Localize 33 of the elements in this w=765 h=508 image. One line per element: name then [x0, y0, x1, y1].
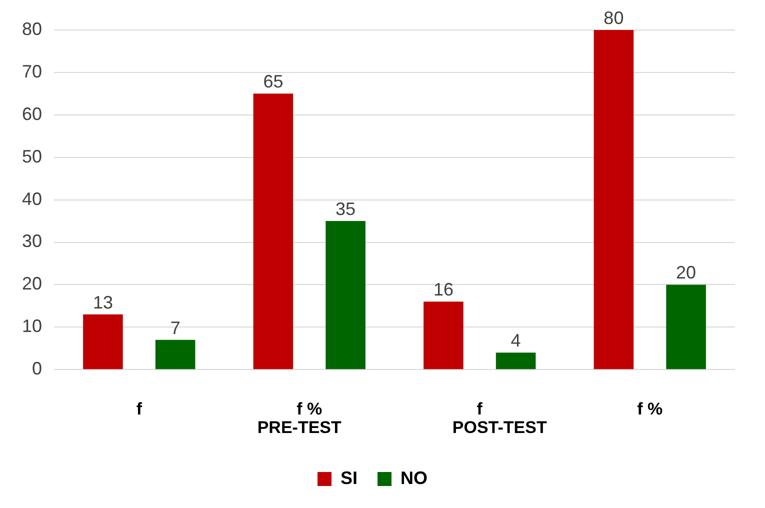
x-tick-label: f [136, 399, 142, 418]
bar [496, 352, 536, 370]
text: PRE-TEST [257, 418, 342, 438]
y-tick-label: 60 [22, 104, 42, 124]
legend-label: SI [340, 468, 358, 488]
bar [253, 94, 294, 370]
x-tick-label: f [476, 399, 483, 418]
data-label: 65 [263, 72, 284, 92]
data-label: 13 [92, 292, 113, 312]
x-tick-label: f % [296, 399, 322, 418]
data-label: 16 [433, 280, 454, 300]
bar [424, 302, 464, 370]
data-label: 4 [510, 330, 521, 351]
data-label: 7 [170, 318, 180, 338]
y-tick-label: 80 [22, 18, 42, 39]
text: POST-TEST [452, 418, 547, 438]
y-tick-label: 40 [22, 188, 42, 209]
bar [326, 221, 366, 370]
y-tick-label: 30 [22, 231, 42, 252]
y-tick-label: 50 [22, 146, 42, 166]
bar [155, 340, 196, 370]
data-label: 20 [676, 262, 696, 283]
bar [83, 314, 123, 370]
y-tick-label: 70 [22, 61, 42, 82]
bar [666, 284, 706, 370]
legend-label: NO [400, 468, 428, 488]
y-tick-label: 10 [22, 316, 42, 336]
bar [594, 30, 634, 370]
y-tick-label: 20 [22, 274, 42, 294]
data-label: 80 [604, 8, 624, 28]
data-label: 35 [336, 198, 356, 219]
y-tick-label: 0 [32, 358, 42, 379]
x-tick-label: f % [637, 399, 663, 418]
